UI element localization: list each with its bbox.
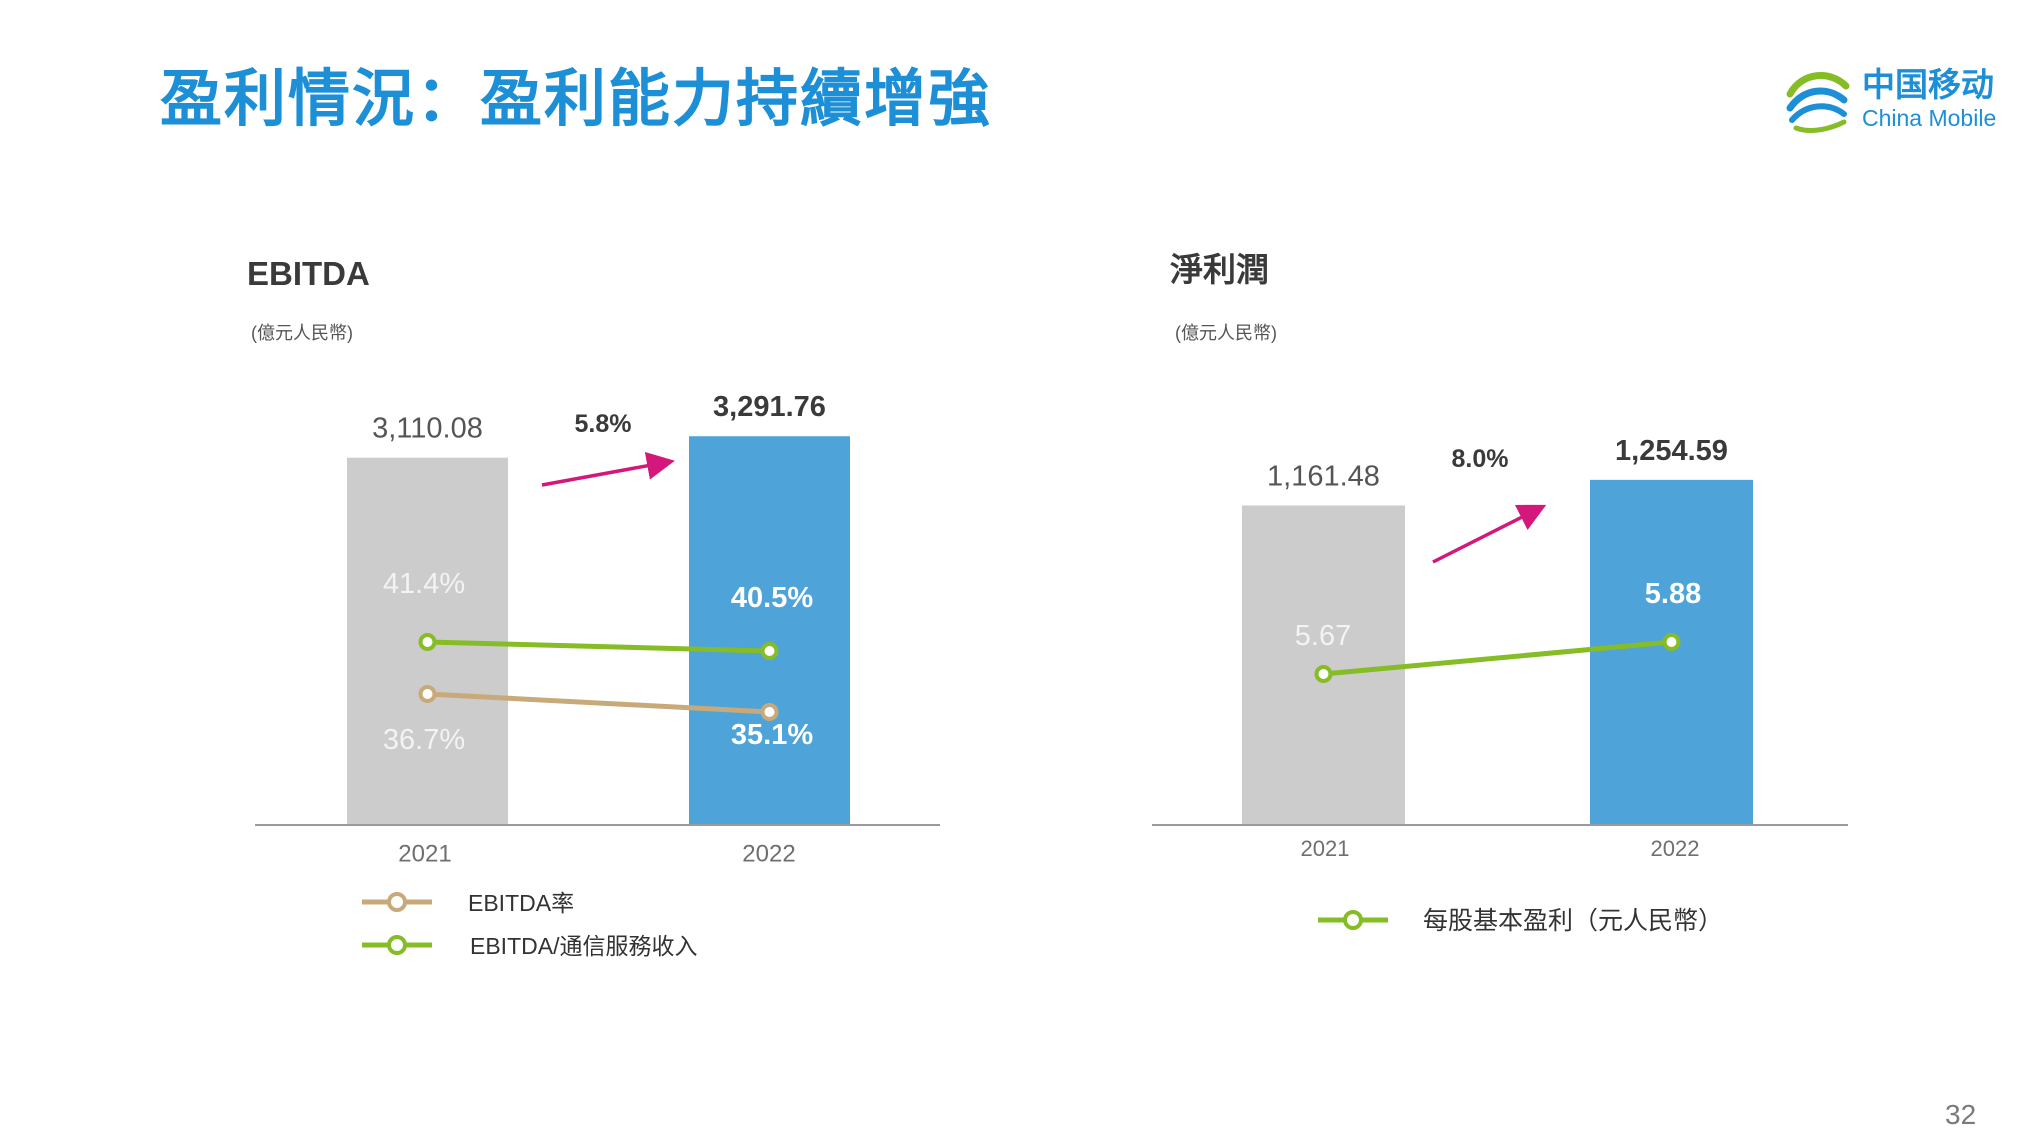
net-profit-bar-2022 xyxy=(1590,479,1753,825)
ebitda-value-label-2021: 3,110.08 xyxy=(372,413,483,445)
eps-label-2021: 5.67 xyxy=(1295,620,1351,652)
legend-label-ebitda-margin: EBITDA率 xyxy=(468,890,574,916)
eps-point-2021 xyxy=(1314,665,1333,683)
page-title: 盈利情況：盈利能力持續增強 xyxy=(160,65,993,134)
net-profit-legend: 每股基本盈利（元人民幣） xyxy=(1318,907,1723,935)
ebitda-value-label-2022: 3,291.76 xyxy=(713,391,826,423)
ebitda-service-ratio-point-2021 xyxy=(418,633,437,651)
ebitda-margin-label-2022: 35.1% xyxy=(731,719,813,751)
net-profit-chart-title: 淨利潤 xyxy=(1170,251,1269,288)
china-mobile-logo-icon xyxy=(1786,72,1850,133)
ebitda-margin-point-2021 xyxy=(418,685,437,703)
ebitda-x-tick-2021: 2021 xyxy=(398,840,451,867)
ebitda-service-ratio-label-2022: 40.5% xyxy=(731,582,813,614)
net-profit-growth-arrow xyxy=(1432,504,1547,564)
legend-marker-ebitda-service-ratio xyxy=(387,935,407,955)
legend-marker-ebitda-margin xyxy=(387,892,407,912)
eps-label-2022: 5.88 xyxy=(1645,578,1701,610)
ebitda-x-tick-2022: 2022 xyxy=(742,840,795,867)
net-profit-x-tick-2022: 2022 xyxy=(1651,836,1700,861)
legend-label-ebitda-service-ratio: EBITDA/通信服務收入 xyxy=(470,933,697,959)
net-profit-x-tick-2021: 2021 xyxy=(1301,836,1350,861)
page-number: 32 xyxy=(1945,1099,1977,1130)
legend-marker-eps xyxy=(1343,910,1363,930)
ebitda-margin-line xyxy=(427,691,770,715)
net-profit-chart: 2021 2022 1,161.48 1,254.59 8.0% 5.67 5.… xyxy=(1152,435,1848,935)
legend-label-eps: 每股基本盈利（元人民幣） xyxy=(1423,907,1723,935)
net-profit-value-label-2021: 1,161.48 xyxy=(1267,460,1380,492)
china-mobile-logo: 中国移动 China Mobile xyxy=(1782,64,2002,140)
ebitda-service-ratio-point-2022 xyxy=(760,642,779,660)
net-profit-chart-unit: (億元人民幣) xyxy=(1175,323,1277,343)
eps-point-2022 xyxy=(1662,633,1681,651)
ebitda-chart: 2021 2022 3,110.08 3,291.76 5.8% 41.4% 4… xyxy=(255,391,940,959)
logo-chinese-name: 中国移动 xyxy=(1862,66,1994,103)
ebitda-growth-label: 5.8% xyxy=(575,410,632,438)
ebitda-margin-point-2022 xyxy=(760,703,779,721)
net-profit-growth-label: 8.0% xyxy=(1452,445,1509,473)
ebitda-service-ratio-line xyxy=(427,639,770,654)
logo-english-name: China Mobile xyxy=(1862,105,1997,131)
ebitda-chart-title: EBITDA xyxy=(247,255,370,292)
ebitda-service-ratio-label-2021: 41.4% xyxy=(383,568,465,600)
ebitda-bar-2022 xyxy=(689,436,850,825)
net-profit-value-label-2022: 1,254.59 xyxy=(1615,435,1728,467)
ebitda-growth-arrow xyxy=(541,451,675,487)
ebitda-margin-label-2021: 36.7% xyxy=(383,724,465,756)
eps-line xyxy=(1323,639,1672,677)
ebitda-chart-unit: (億元人民幣) xyxy=(251,323,353,343)
ebitda-legend: EBITDA率 EBITDA/通信服務收入 xyxy=(362,890,697,959)
